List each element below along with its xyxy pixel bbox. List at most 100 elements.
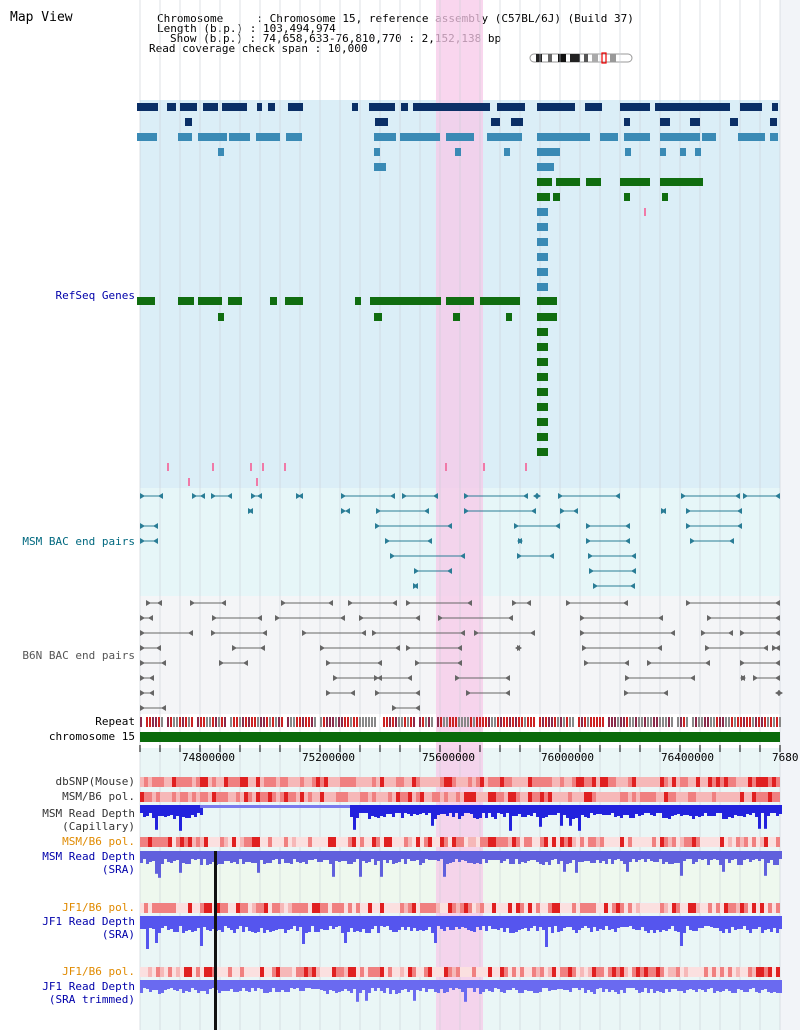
msm-b6-pol-cell (256, 837, 260, 847)
jf1-sra-depth-bar (404, 916, 407, 930)
msm-b6-pol-cell (620, 792, 624, 802)
msm-b6-pol-cell (148, 792, 152, 802)
jf1-b6-pol-cell (224, 903, 228, 913)
msm-bac-pair-end (158, 493, 163, 499)
jf1-trim-depth-bar (701, 980, 704, 990)
dbsnp-cell (424, 777, 428, 787)
msm-b6-pol-cell (628, 837, 632, 847)
msm-b6-pol-label[interactable]: MSM/B6 pol. (62, 790, 135, 803)
jf1-trim-depth-bar (659, 980, 662, 992)
repeat-element (269, 717, 271, 727)
repeat-element (209, 717, 211, 727)
dbsnp-cell (204, 777, 208, 787)
jf1-depth-sra-label[interactable]: JF1 Read Depth (42, 915, 135, 928)
b6n-bac-pair-end (467, 600, 472, 606)
msm-sra-depth-bar (671, 851, 674, 864)
jf1-sra-depth-bar (749, 916, 752, 933)
jf1-sra-depth-bar (494, 916, 497, 929)
dbsnp-label[interactable]: dbSNP(Mouse) (55, 775, 135, 788)
msm-depth-capillary-label[interactable]: MSM Read Depth (42, 807, 135, 820)
msm-bac-pair-end (631, 553, 636, 559)
msm-sra-depth-bar (623, 851, 626, 864)
refseq-gene (537, 103, 575, 111)
b6n-bac-pair-end (775, 645, 780, 651)
jf1-b6-pol-cell (144, 967, 148, 977)
msm-b6-pol-cell (712, 837, 716, 847)
jf1-b6-pol-cell (308, 967, 312, 977)
msm-cap-depth-bar (773, 805, 776, 813)
msm-b6-pol-cell (724, 837, 728, 847)
msm-bac-pair-end (200, 493, 205, 499)
msm-bac-pair-end (140, 538, 145, 544)
msm-b6-pol-cell (244, 792, 248, 802)
jf1-b6-pol-cell (364, 903, 368, 913)
jf1-b6-pol-label-2[interactable]: JF1/B6 pol. (62, 965, 135, 978)
msm-b6-pol-cell (628, 792, 632, 802)
jf1-b6-pol-cell (416, 903, 420, 913)
jf1-sra-depth-bar (506, 916, 509, 928)
msm-bac-label[interactable]: MSM BAC end pairs (22, 535, 135, 548)
msm-b6-pol-cell (556, 837, 560, 847)
msm-sra-depth-bar (569, 851, 572, 863)
msm-cap-depth-bar (590, 805, 593, 813)
msm-cap-depth-bar (758, 805, 761, 829)
msm-b6-pol-label-2[interactable]: MSM/B6 pol. (62, 835, 135, 848)
msm-b6-pol-cell (624, 792, 628, 802)
msm-b6-pol-cell (676, 792, 680, 802)
jf1-sra-depth-bar (578, 916, 581, 930)
jf1-b6-pol-cell (700, 967, 704, 977)
msm-depth-sra-label[interactable]: MSM Read Depth (42, 850, 135, 863)
jf1-trim-depth-bar (686, 980, 689, 990)
msm-cap-depth-bar (200, 805, 350, 808)
msm-sra-depth-bar (497, 851, 500, 860)
refseq-genes-label[interactable]: RefSeq Genes (55, 289, 135, 302)
jf1-trim-depth-bar (545, 980, 548, 988)
jf1-sra-depth-bar (710, 916, 713, 927)
msm-b6-pol-cell (352, 837, 356, 847)
jf1-b6-pol-cell (492, 903, 496, 913)
msm-sra-depth-bar (152, 851, 155, 861)
msm-sra-depth-bar (491, 851, 494, 860)
chromosome-ideogram[interactable] (528, 52, 636, 64)
jf1-b6-pol-cell (424, 967, 428, 977)
jf1-b6-pol-cell (580, 903, 584, 913)
dbsnp-cell (536, 777, 540, 787)
dbsnp-cell (544, 777, 548, 787)
jf1-trim-depth-bar (731, 980, 734, 993)
msm-sra-depth-bar (512, 851, 515, 864)
msm-cap-depth-bar (698, 805, 701, 817)
jf1-b6-pol-cell (344, 967, 348, 977)
repeat-element (563, 717, 565, 727)
msm-bac-pair-end (517, 538, 522, 544)
jf1-b6-pol-cell (724, 903, 728, 913)
repeat-element (350, 717, 352, 727)
refseq-gene (413, 103, 490, 111)
msm-b6-pol-cell (692, 837, 696, 847)
repeat-element (725, 717, 727, 727)
jf1-b6-pol-label[interactable]: JF1/B6 pol. (62, 901, 135, 914)
jf1-b6-pol-cell (316, 967, 320, 977)
msm-sra-depth-bar (776, 851, 779, 865)
jf1-b6-pol-cell (392, 967, 396, 977)
b6n-bac-pair-end (348, 600, 353, 606)
b6n-bac-pair-end (326, 690, 331, 696)
repeat-element (638, 717, 640, 727)
axis-tick-label: 76400000 (661, 751, 714, 764)
jf1-b6-pol-cell (516, 903, 520, 913)
jf1-b6-pol-cell (768, 903, 772, 913)
length-info: Length (b.p.) : 103,494,974 (157, 22, 336, 35)
jf1-b6-pol-cell (324, 967, 328, 977)
jf1-trim-depth-bar (566, 980, 569, 990)
jf1-sra-depth-bar (536, 916, 539, 931)
msm-sra-depth-bar (377, 851, 380, 861)
jf1-b6-pol-cell (420, 903, 424, 913)
msm-b6-pol-cell (144, 837, 148, 847)
jf1-depth-trim-label[interactable]: JF1 Read Depth (42, 980, 135, 993)
b6n-bac-pair-end (772, 645, 777, 651)
msm-cap-depth-bar (776, 805, 779, 816)
jf1-b6-pol-cell (368, 903, 372, 913)
msm-cap-depth-bar (701, 805, 704, 816)
dbsnp-cell (272, 777, 276, 787)
b6n-bac-label[interactable]: B6N BAC end pairs (22, 649, 135, 662)
